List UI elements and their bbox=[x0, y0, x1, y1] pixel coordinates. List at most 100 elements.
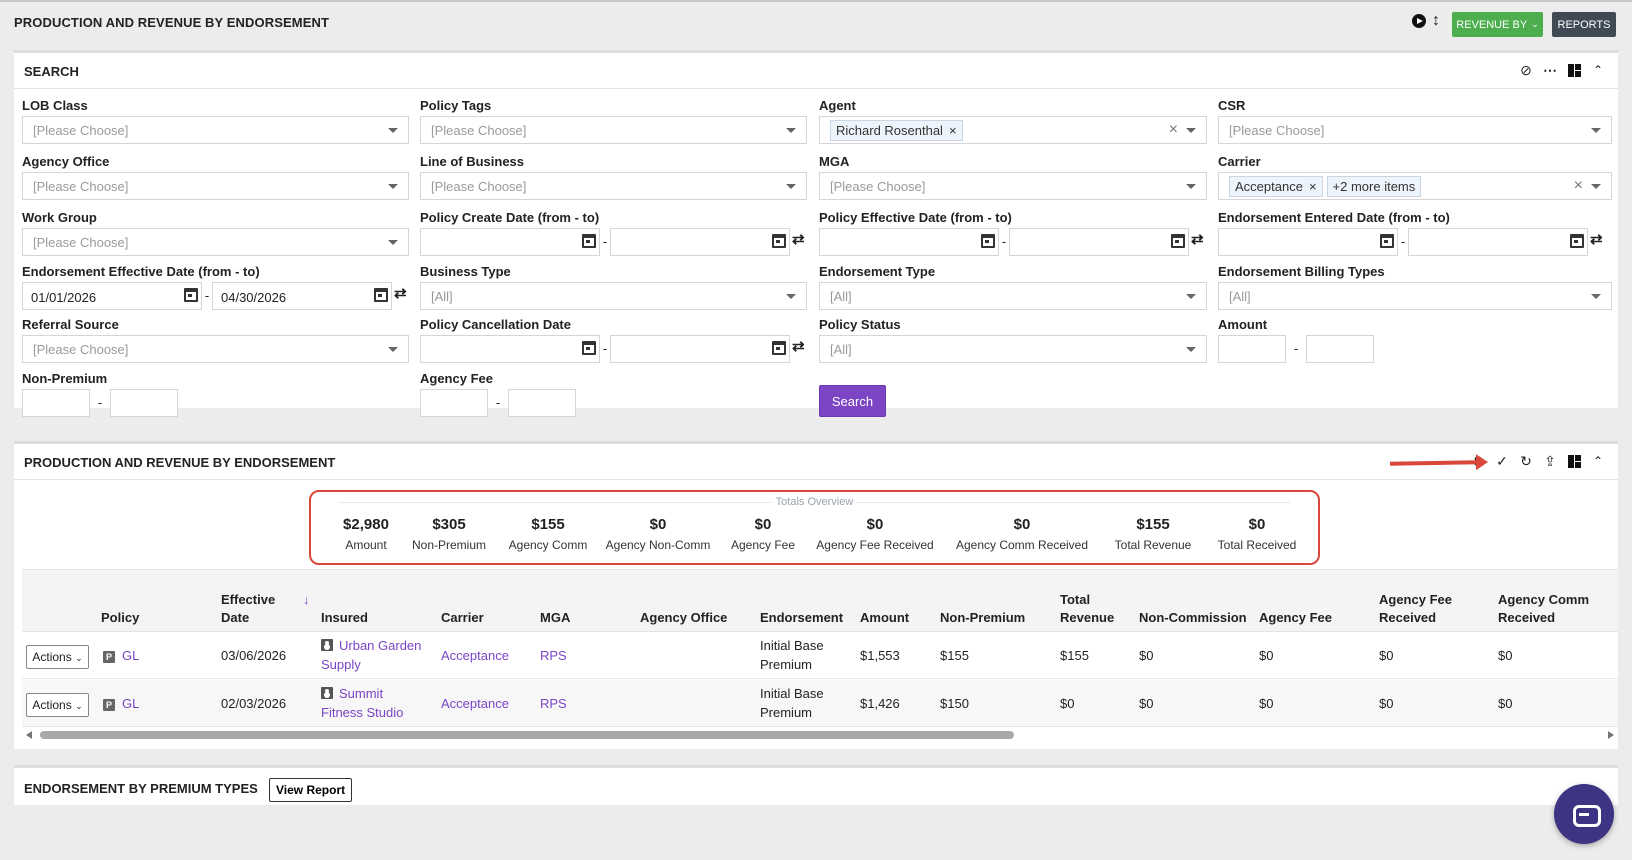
endorsement-type-select[interactable]: [All] bbox=[819, 282, 1207, 310]
col-agency-comm-received[interactable]: Agency Comm Received bbox=[1498, 591, 1589, 627]
sort-vertical-icon[interactable]: ↕ bbox=[1432, 12, 1440, 29]
carrier-link[interactable]: Acceptance bbox=[441, 648, 509, 663]
agency-fee-max-input[interactable] bbox=[508, 389, 576, 417]
carrier-chip[interactable]: Acceptance × bbox=[1229, 176, 1323, 197]
carrier-select[interactable]: Acceptance × +2 more items × bbox=[1218, 172, 1612, 200]
insured-link[interactable]: Urban Garden Supply bbox=[321, 636, 421, 674]
calendar-icon[interactable] bbox=[1380, 234, 1394, 248]
actions-dropdown[interactable]: Actions ⌄ bbox=[26, 645, 89, 669]
remove-chip-icon[interactable]: × bbox=[1308, 179, 1317, 194]
total-value: $0 bbox=[1013, 516, 1031, 533]
calendar-icon[interactable] bbox=[1171, 234, 1185, 248]
endorsement-effective-date-from[interactable]: 01/01/2026 bbox=[22, 282, 202, 310]
swap-icon[interactable]: ⇄ bbox=[792, 231, 805, 248]
endorsement-entered-date-to[interactable] bbox=[1408, 228, 1588, 256]
policy-status-select[interactable]: [All] bbox=[819, 335, 1207, 363]
layout-icon[interactable] bbox=[1566, 453, 1582, 469]
policy-tags-select[interactable]: [Please Choose] bbox=[420, 116, 807, 144]
clear-icon[interactable]: × bbox=[1168, 121, 1178, 138]
mga-link[interactable]: RPS bbox=[540, 648, 567, 663]
endorsement-entered-date-from[interactable] bbox=[1218, 228, 1398, 256]
swap-icon[interactable]: ⇄ bbox=[394, 285, 407, 302]
chat-icon[interactable] bbox=[1554, 784, 1614, 844]
scroll-left-icon[interactable] bbox=[26, 731, 32, 739]
insured-link[interactable]: Summit Fitness Studio bbox=[321, 684, 403, 722]
policy-effective-date-from[interactable] bbox=[819, 228, 999, 256]
policy-create-date-from[interactable] bbox=[420, 228, 600, 256]
export-icon[interactable]: ⇪ bbox=[1544, 452, 1556, 469]
play-icon[interactable] bbox=[1412, 14, 1426, 28]
scroll-thumb[interactable] bbox=[40, 731, 1014, 739]
endorsement-billing-types-select[interactable]: [All] bbox=[1218, 282, 1612, 310]
col-amount[interactable]: Amount bbox=[860, 610, 910, 625]
remove-chip-icon[interactable]: × bbox=[948, 123, 957, 138]
ellipsis-icon[interactable]: ⋯ bbox=[1543, 61, 1557, 78]
col-policy[interactable]: Policy bbox=[101, 610, 140, 625]
carrier-more-chip[interactable]: +2 more items bbox=[1326, 176, 1422, 197]
search-button[interactable]: Search bbox=[819, 385, 886, 417]
mga-select[interactable]: [Please Choose] bbox=[819, 172, 1207, 200]
col-effective-date[interactable]: Effective Date bbox=[221, 591, 275, 627]
scroll-right-icon[interactable] bbox=[1608, 731, 1614, 739]
chevron-up-icon[interactable]: ⌃ bbox=[1592, 63, 1604, 77]
col-non-premium[interactable]: Non-Premium bbox=[940, 610, 1026, 625]
agent-chip[interactable]: Richard Rosenthal × bbox=[830, 120, 963, 141]
policy-create-date-to[interactable] bbox=[610, 228, 790, 256]
revenue-by-button[interactable]: REVENUE BY ⌄ bbox=[1452, 12, 1543, 37]
view-report-button[interactable]: View Report bbox=[269, 778, 353, 802]
check-icon[interactable]: ✓ bbox=[1496, 452, 1508, 469]
policy-link[interactable]: P GL bbox=[103, 646, 139, 665]
refresh-icon[interactable]: ↻ bbox=[1520, 452, 1532, 469]
policy-effective-date-to[interactable] bbox=[1009, 228, 1189, 256]
calendar-icon[interactable] bbox=[1570, 234, 1584, 248]
layout-icon[interactable] bbox=[1566, 62, 1582, 78]
non-premium-min-input[interactable] bbox=[22, 389, 90, 417]
swap-icon[interactable]: ⇄ bbox=[792, 338, 805, 355]
agency-fee-min-input[interactable] bbox=[420, 389, 488, 417]
calendar-icon[interactable] bbox=[374, 288, 388, 302]
non-premium-max-input[interactable] bbox=[110, 389, 178, 417]
policy-cancellation-date-from[interactable] bbox=[420, 335, 600, 363]
horizontal-scrollbar[interactable] bbox=[22, 729, 1618, 741]
policy-cancellation-date-to[interactable] bbox=[610, 335, 790, 363]
col-total-revenue[interactable]: Total Revenue bbox=[1060, 591, 1114, 627]
chevron-up-icon[interactable]: ⌃ bbox=[1592, 454, 1604, 468]
premium-types-title: ENDORSEMENT BY PREMIUM TYPES bbox=[24, 781, 258, 796]
csr-select[interactable]: [Please Choose] bbox=[1218, 116, 1612, 144]
calendar-icon[interactable] bbox=[981, 234, 995, 248]
line-of-business-select[interactable]: [Please Choose] bbox=[420, 172, 807, 200]
mga-link[interactable]: RPS bbox=[540, 696, 567, 711]
calendar-icon[interactable] bbox=[582, 234, 596, 248]
col-agency-fee[interactable]: Agency Fee bbox=[1259, 610, 1332, 625]
calendar-icon[interactable] bbox=[772, 234, 786, 248]
calendar-icon[interactable] bbox=[184, 288, 198, 302]
col-carrier[interactable]: Carrier bbox=[441, 610, 484, 625]
swap-icon[interactable]: ⇄ bbox=[1191, 231, 1204, 248]
business-type-select[interactable]: [All] bbox=[420, 282, 807, 310]
carrier-link[interactable]: Acceptance bbox=[441, 696, 509, 711]
col-non-commission[interactable]: Non-Commission bbox=[1139, 610, 1247, 625]
policy-link[interactable]: P GL bbox=[103, 694, 139, 713]
amount-max-input[interactable] bbox=[1306, 335, 1374, 363]
clear-icon[interactable]: × bbox=[1573, 177, 1583, 194]
swap-icon[interactable]: ⇄ bbox=[1590, 231, 1603, 248]
referral-source-select[interactable]: [Please Choose] bbox=[22, 335, 409, 363]
sort-arrow-icon[interactable]: ↓ bbox=[303, 592, 310, 607]
endorsement-effective-date-to[interactable]: 04/30/2026 bbox=[212, 282, 392, 310]
col-insured[interactable]: Insured bbox=[321, 610, 368, 625]
amount-min-input[interactable] bbox=[1218, 335, 1286, 363]
reports-button[interactable]: REPORTS bbox=[1552, 12, 1616, 37]
col-agency-fee-received[interactable]: Agency Fee Received bbox=[1379, 591, 1452, 627]
user-icon bbox=[321, 639, 333, 651]
work-group-select[interactable]: [Please Choose] bbox=[22, 228, 409, 256]
col-agency-office[interactable]: Agency Office bbox=[640, 610, 728, 625]
agent-select[interactable]: Richard Rosenthal × × bbox=[819, 116, 1207, 144]
col-endorsement[interactable]: Endorsement bbox=[760, 610, 844, 625]
ban-icon[interactable]: ⊘ bbox=[1520, 61, 1532, 78]
lob-class-select[interactable]: [Please Choose] bbox=[22, 116, 409, 144]
calendar-icon[interactable] bbox=[582, 341, 596, 355]
actions-dropdown[interactable]: Actions ⌄ bbox=[26, 693, 89, 717]
calendar-icon[interactable] bbox=[772, 341, 786, 355]
agency-office-select[interactable]: [Please Choose] bbox=[22, 172, 409, 200]
col-mga[interactable]: MGA bbox=[540, 610, 571, 625]
